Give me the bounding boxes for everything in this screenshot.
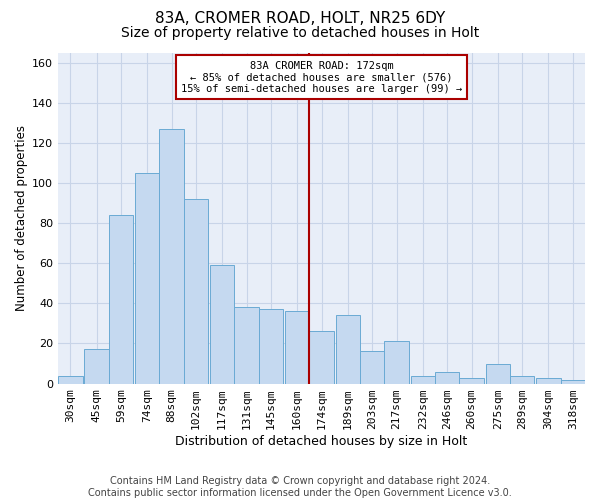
- Bar: [560, 380, 585, 384]
- Bar: [360, 352, 385, 384]
- Text: Size of property relative to detached houses in Holt: Size of property relative to detached ho…: [121, 26, 479, 40]
- Bar: [385, 342, 409, 384]
- Bar: [536, 378, 560, 384]
- Bar: [58, 376, 83, 384]
- Y-axis label: Number of detached properties: Number of detached properties: [15, 125, 28, 311]
- Text: 83A, CROMER ROAD, HOLT, NR25 6DY: 83A, CROMER ROAD, HOLT, NR25 6DY: [155, 11, 445, 26]
- Bar: [109, 215, 133, 384]
- Bar: [135, 173, 160, 384]
- Bar: [184, 199, 208, 384]
- Bar: [259, 310, 283, 384]
- Bar: [210, 265, 235, 384]
- X-axis label: Distribution of detached houses by size in Holt: Distribution of detached houses by size …: [175, 434, 468, 448]
- Bar: [410, 376, 435, 384]
- Text: Contains HM Land Registry data © Crown copyright and database right 2024.
Contai: Contains HM Land Registry data © Crown c…: [88, 476, 512, 498]
- Bar: [160, 128, 184, 384]
- Bar: [510, 376, 535, 384]
- Bar: [460, 378, 484, 384]
- Bar: [435, 372, 460, 384]
- Text: 83A CROMER ROAD: 172sqm
← 85% of detached houses are smaller (576)
15% of semi-d: 83A CROMER ROAD: 172sqm ← 85% of detache…: [181, 60, 462, 94]
- Bar: [235, 308, 259, 384]
- Bar: [310, 332, 334, 384]
- Bar: [335, 316, 360, 384]
- Bar: [85, 350, 109, 384]
- Bar: [485, 364, 510, 384]
- Bar: [285, 312, 310, 384]
